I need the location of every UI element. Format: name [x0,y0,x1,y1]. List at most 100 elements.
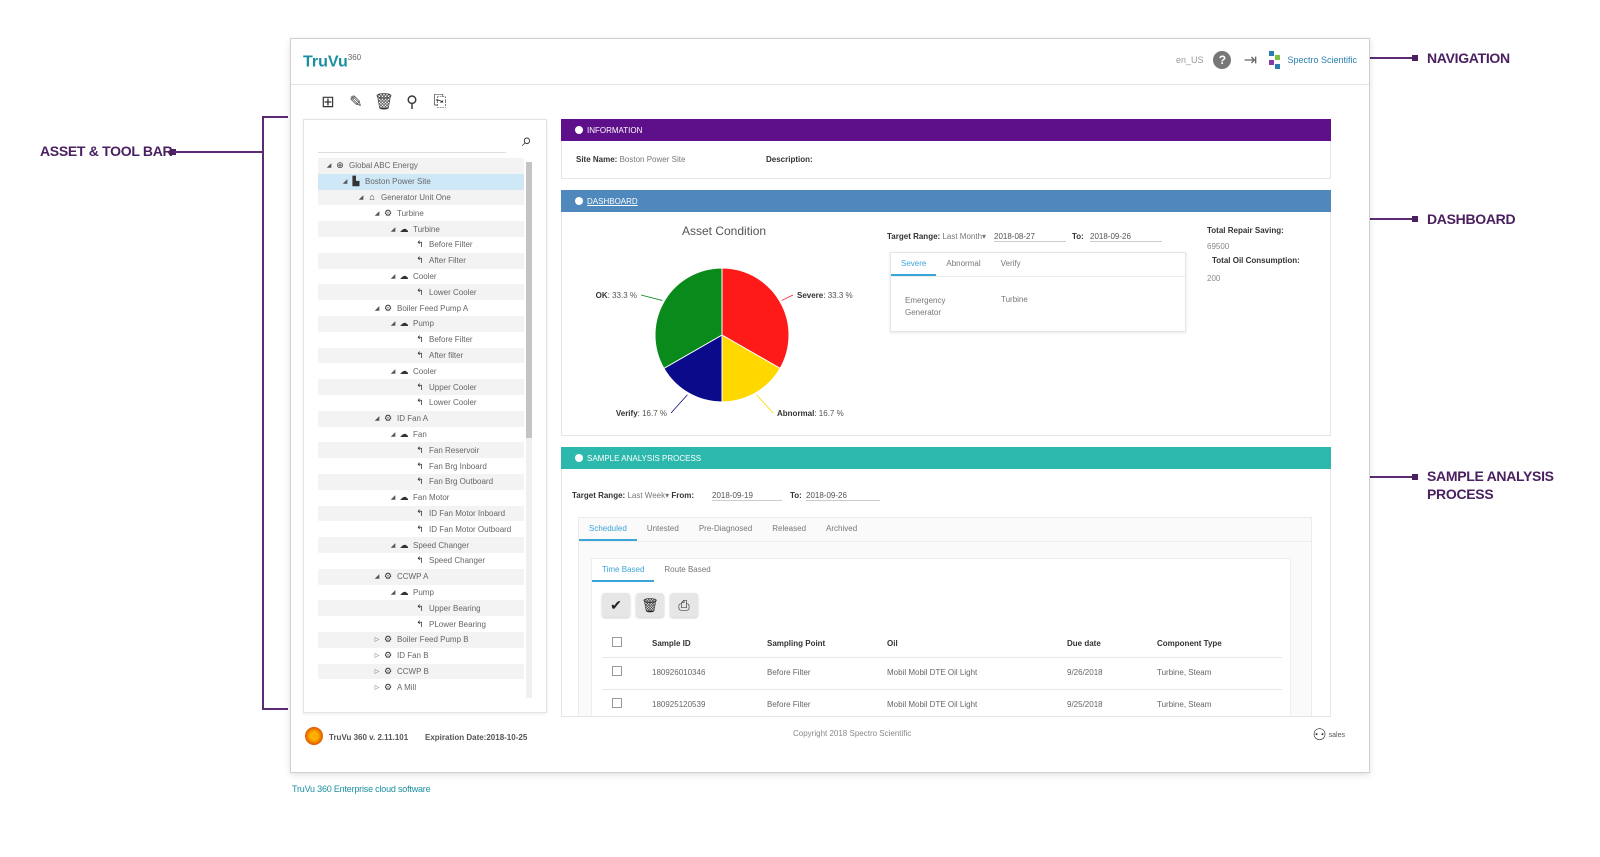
pie-slice-severe[interactable] [721,267,790,370]
expand-toggle-icon[interactable]: ◢ [390,431,396,438]
dropdown-icon[interactable]: ▾ [982,232,987,241]
delete-icon[interactable]: 🗑 [373,94,395,111]
tree-item[interactable]: ▷ ⚙ Boiler Feed Pump B [318,631,524,648]
expand-toggle-icon[interactable]: ◢ [374,574,380,581]
expand-toggle-icon[interactable]: ◢ [390,321,396,328]
tree-item[interactable]: ↰ Before Filter [318,332,524,348]
tree-item[interactable]: ◢ ⚙ Turbine [318,205,524,221]
expand-toggle-icon[interactable]: ◢ [374,416,380,423]
tree-item[interactable]: ↰ Before Filter [318,237,524,253]
dashboard-to-input[interactable]: 2018-09-26 [1090,232,1162,242]
select-all-checkbox[interactable] [612,637,622,647]
expand-toggle-icon[interactable]: ◢ [342,179,348,186]
tree-item[interactable]: ◢ ☁ Turbine [318,221,524,237]
expand-toggle-icon[interactable]: ◢ [326,163,332,170]
expand-toggle-icon[interactable]: ▷ [374,684,380,691]
expand-toggle-icon[interactable]: ◢ [358,194,364,201]
expand-toggle-icon[interactable]: ◢ [390,495,396,502]
tree-item[interactable]: ↰ Lower Cooler [318,284,524,301]
tree-item[interactable]: ↰ After Filter [318,252,524,269]
expand-toggle-icon[interactable]: ▷ [374,668,380,675]
tree-item[interactable]: ▷ ⚙ ID Fan B [318,648,524,664]
expand-toggle-icon[interactable]: ◢ [390,273,396,280]
tree-scrollbar[interactable] [526,162,532,698]
tree-item[interactable]: ◢ ☁ Pump [318,585,524,601]
tree-item[interactable]: ↰ Upper Bearing [318,600,524,617]
tree-item[interactable]: ↰ Upper Cooler [318,379,524,395]
expand-toggle-icon[interactable]: ◢ [390,226,396,233]
user-icon[interactable]: ⚇ [1312,727,1327,744]
tree-item[interactable]: ◢ ⊕ Global ABC Energy [318,158,524,174]
expand-toggle-icon[interactable]: ▷ [374,653,380,660]
row-checkbox[interactable] [612,698,622,708]
tree-item[interactable]: ◢ ☁ Fan [318,427,524,443]
print-button[interactable]: ⎙ [670,593,698,617]
tree-item[interactable]: ◢ ⌂ Generator Unit One [318,189,524,206]
information-header[interactable]: INFORMATION [561,119,1331,141]
expand-toggle-icon[interactable]: ◢ [374,210,380,217]
tree-item[interactable]: ◢ ☁ Pump [318,315,524,332]
column-header[interactable]: Due date [1067,639,1101,648]
tree-item[interactable]: ↰ ID Fan Motor Outboard [318,521,524,537]
tree-item[interactable]: ↰ After filter [318,347,524,364]
help-icon[interactable]: ? [1213,51,1232,69]
tree-item[interactable]: ▷ ⚙ CCWP B [318,663,524,680]
expand-toggle-icon[interactable]: ◢ [390,368,396,375]
tree-item[interactable]: ◢ ☁ Speed Changer [318,537,524,553]
tree-item[interactable]: ↰ PLower Bearing [318,616,524,632]
expand-toggle-icon[interactable]: ◢ [390,589,396,596]
tree-item[interactable]: ◢ ☁ Fan Motor [318,490,524,506]
search-input[interactable] [318,152,506,153]
column-header[interactable]: Component Type [1157,639,1222,648]
sample-analysis-header[interactable]: SAMPLE ANALYSIS PROCESS [561,447,1331,469]
sample-range-select[interactable]: Last Week [627,491,666,500]
dashboard-header[interactable]: DASHBOARD [561,190,1331,212]
tab-abnormal[interactable]: Abnormal [946,259,981,268]
tab-verify[interactable]: Verify [1000,259,1021,268]
logout-icon[interactable]: ⇥ [1243,52,1258,69]
tab-pre-diagnosed[interactable]: Pre-Diagnosed [698,524,753,533]
app-logo[interactable]: TruVu360 [303,53,362,71]
tab-untested[interactable]: Untested [646,524,679,533]
route-icon[interactable]: ⚲ [406,94,418,111]
tree-item[interactable]: ◢ ☁ Cooler [318,363,524,379]
tree-item[interactable]: ↰ ID Fan Motor Inboard [318,505,524,522]
expand-toggle-icon[interactable]: ▷ [374,637,380,644]
approve-button[interactable]: ✔ [602,593,630,617]
dashboard-from-input[interactable]: 2018-08-27 [994,232,1066,242]
sample-to-input[interactable]: 2018-09-26 [806,491,880,501]
edit-icon[interactable]: ✎ [349,94,363,111]
subtab-time-based[interactable]: Time Based [592,559,655,582]
table-row[interactable]: 180926010346 Before Filter Mobil Mobil DTE… [602,657,1282,687]
subtab-route-based[interactable]: Route Based [664,565,711,574]
tab-severe[interactable]: Severe [891,253,937,276]
search-icon[interactable]: ⌕ [521,130,532,150]
pie-slice-ok[interactable] [654,267,723,370]
tree-item[interactable]: ◢ ⚙ ID Fan A [318,410,524,427]
sample-from-input[interactable]: 2018-09-19 [712,491,782,501]
tree-item[interactable]: ◢ ⚙ CCWP A [318,568,524,585]
collapse-icon[interactable] [575,454,583,462]
delete-button[interactable]: 🗑 [636,593,664,617]
tree-item[interactable]: ◢ ☁ Cooler [318,269,524,285]
dropdown-icon[interactable]: ▾ [665,491,670,500]
tree-item[interactable]: ↰ Fan Brg Outboard [318,473,524,490]
column-header[interactable]: Oil [887,639,898,648]
expand-toggle-icon[interactable]: ◢ [390,542,396,549]
tab-released[interactable]: Released [772,524,807,533]
tab-archived[interactable]: Archived [826,524,858,533]
tree-item[interactable]: ↰ Fan Reservoir [318,442,524,459]
add-icon[interactable]: ⊞ [321,94,335,111]
tree-item[interactable]: ▷ ⚙ A Mill [318,679,524,695]
dashboard-range-select[interactable]: Last Month [942,232,983,241]
column-header[interactable]: Sampling Point [767,639,826,648]
pie-slice-verify[interactable] [663,334,723,403]
user-name[interactable]: sales [1328,731,1345,739]
pie-slice-abnormal[interactable] [721,334,781,403]
tree-item[interactable]: ◢ ⚙ Boiler Feed Pump A [318,300,524,316]
table-row[interactable]: 180925120539 Before Filter Mobil Mobil DTE… [602,689,1282,716]
tree-item[interactable]: ↰ Lower Cooler [318,395,524,411]
locale-selector[interactable]: en_US [1175,55,1204,65]
tree-item[interactable]: ↰ Fan Brg Inboard [318,458,524,474]
tree-scrollbar-thumb[interactable] [526,162,532,438]
